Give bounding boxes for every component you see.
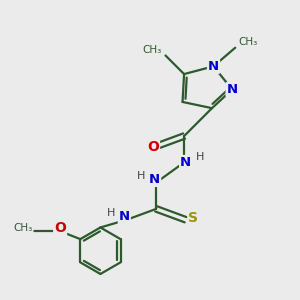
Text: N: N — [119, 210, 130, 223]
Text: N: N — [226, 83, 238, 96]
Text: CH₃: CH₃ — [13, 223, 32, 233]
Text: S: S — [188, 211, 198, 225]
Text: N: N — [208, 60, 219, 73]
Text: O: O — [54, 221, 66, 235]
Text: H: H — [106, 208, 115, 218]
Text: H: H — [136, 171, 145, 181]
Text: CH₃: CH₃ — [143, 45, 162, 55]
Text: O: O — [147, 140, 159, 154]
Text: N: N — [180, 156, 191, 169]
Text: CH₃: CH₃ — [238, 37, 258, 47]
Text: N: N — [149, 173, 160, 186]
Text: H: H — [196, 152, 204, 162]
